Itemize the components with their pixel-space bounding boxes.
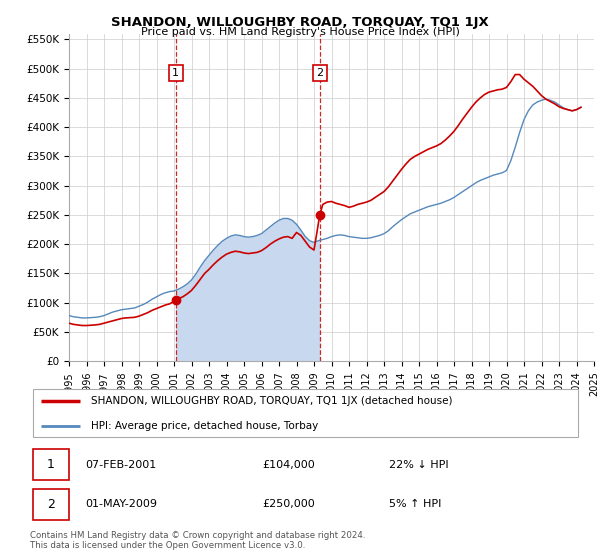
FancyBboxPatch shape <box>33 489 68 520</box>
Text: 1: 1 <box>47 458 55 471</box>
Text: £250,000: £250,000 <box>262 500 314 510</box>
Text: SHANDON, WILLOUGHBY ROAD, TORQUAY, TQ1 1JX: SHANDON, WILLOUGHBY ROAD, TORQUAY, TQ1 1… <box>111 16 489 29</box>
Text: £104,000: £104,000 <box>262 460 314 470</box>
Text: Price paid vs. HM Land Registry's House Price Index (HPI): Price paid vs. HM Land Registry's House … <box>140 27 460 37</box>
Text: 22% ↓ HPI: 22% ↓ HPI <box>389 460 448 470</box>
Text: 07-FEB-2001: 07-FEB-2001 <box>85 460 157 470</box>
Text: 2: 2 <box>47 498 55 511</box>
Text: 2: 2 <box>316 68 323 78</box>
FancyBboxPatch shape <box>33 389 578 437</box>
Text: HPI: Average price, detached house, Torbay: HPI: Average price, detached house, Torb… <box>91 421 318 431</box>
Text: Contains HM Land Registry data © Crown copyright and database right 2024.
This d: Contains HM Land Registry data © Crown c… <box>30 531 365 550</box>
Text: 5% ↑ HPI: 5% ↑ HPI <box>389 500 441 510</box>
Text: SHANDON, WILLOUGHBY ROAD, TORQUAY, TQ1 1JX (detached house): SHANDON, WILLOUGHBY ROAD, TORQUAY, TQ1 1… <box>91 396 452 407</box>
Text: 01-MAY-2009: 01-MAY-2009 <box>85 500 157 510</box>
Text: 1: 1 <box>172 68 179 78</box>
FancyBboxPatch shape <box>33 449 68 480</box>
